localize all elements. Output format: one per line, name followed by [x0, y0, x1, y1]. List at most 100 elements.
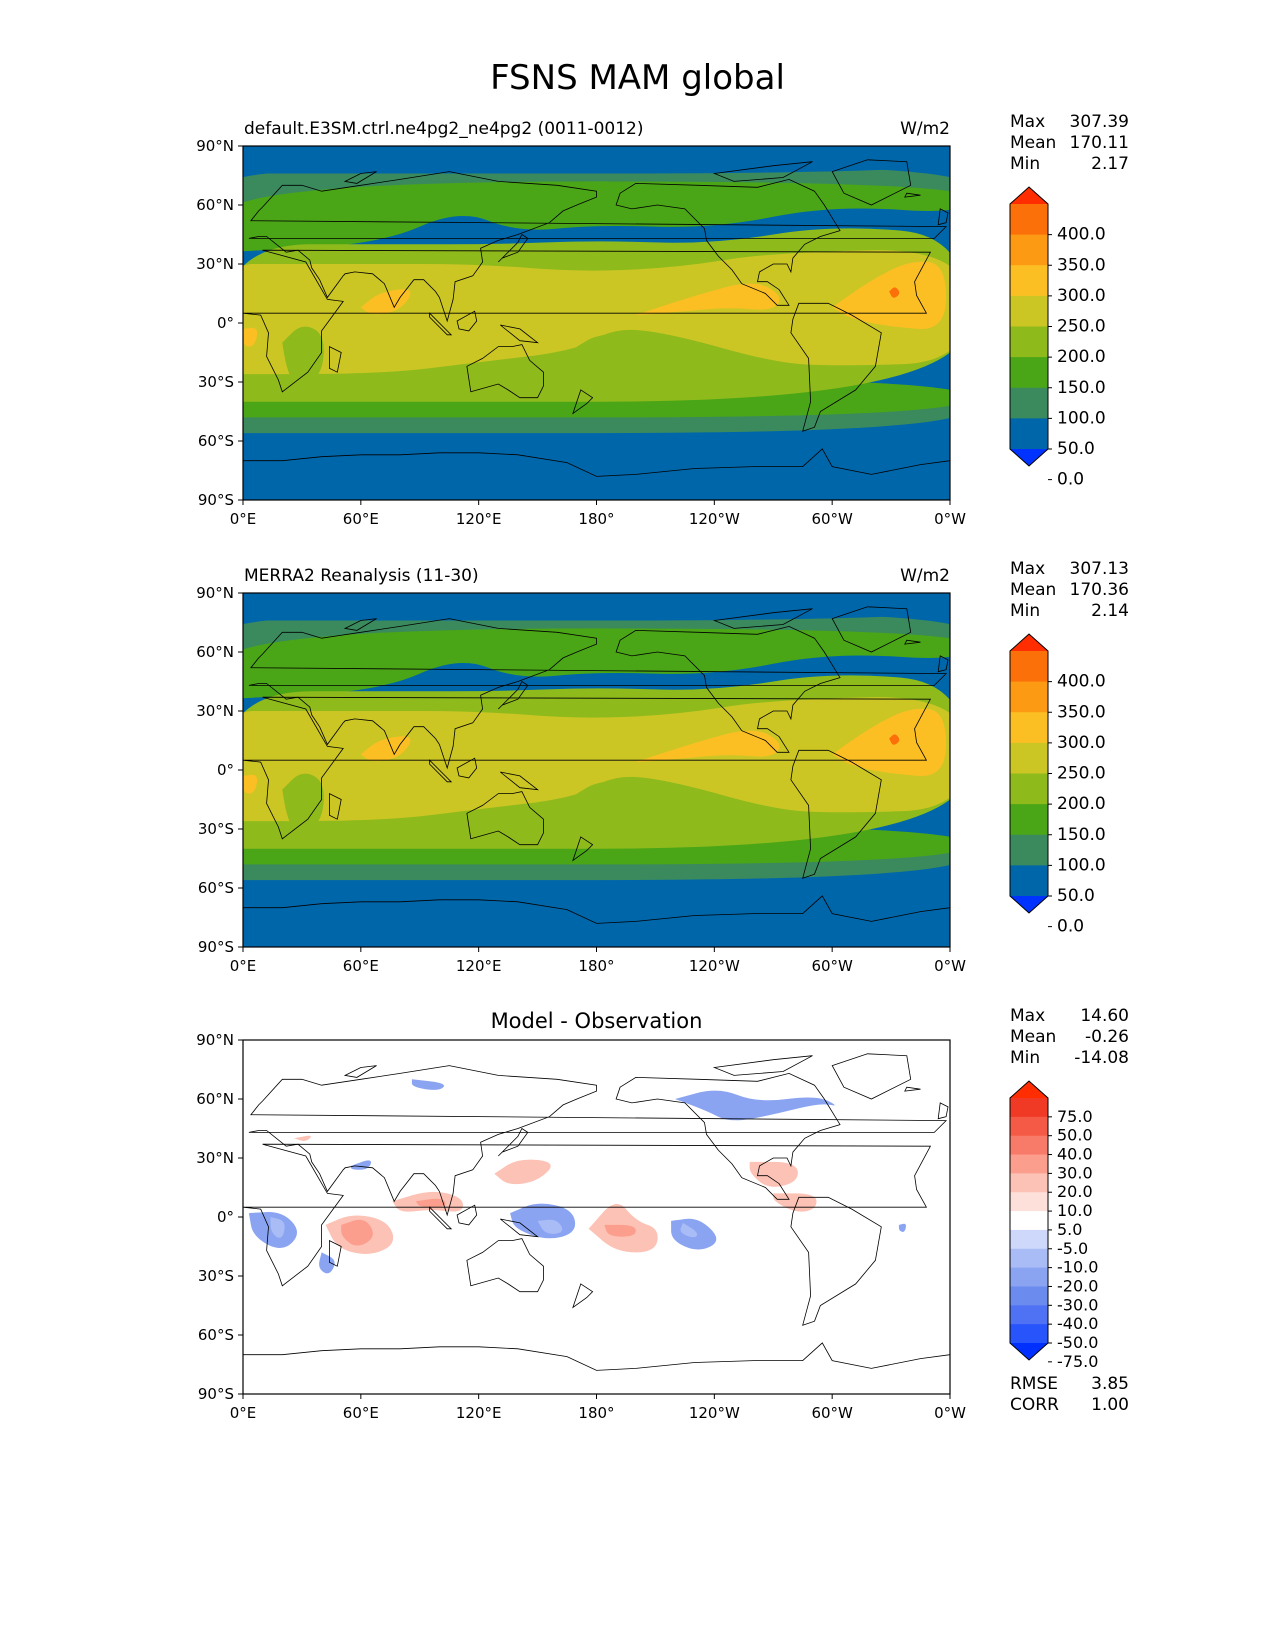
coastline — [937, 208, 949, 226]
lon-tick-label: 120°E — [456, 1404, 502, 1422]
contour-fill — [243, 250, 950, 375]
lat-tick-label: 0° — [217, 314, 234, 332]
contour-fill — [360, 289, 411, 314]
coastline — [243, 249, 932, 393]
lon-tick-label: 0°W — [934, 510, 966, 528]
coastline — [615, 625, 841, 753]
colorbar-band — [1010, 1286, 1048, 1306]
stat-label-min: Min — [1010, 601, 1040, 621]
colorbar-tick-label: -75.0 — [1057, 1352, 1098, 1371]
anomaly-fill — [319, 1252, 335, 1274]
colorbar-band — [1010, 1173, 1048, 1193]
lon-tick-label: 120°W — [689, 510, 740, 528]
contour-fill — [243, 697, 950, 822]
stat-label-corr: CORR — [1010, 1395, 1059, 1415]
colorbar-tick-label: -50.0 — [1057, 1333, 1098, 1352]
contour-fill — [243, 884, 950, 947]
lat-tick-label: 60°N — [196, 196, 234, 214]
colorbar-band — [1010, 865, 1048, 897]
coastline — [498, 1127, 529, 1157]
lon-tick-label: 60°E — [343, 510, 379, 528]
contour-fill — [832, 261, 947, 330]
anomaly-fill — [415, 1198, 446, 1208]
coastline — [343, 618, 377, 631]
colorbar-tick-label: 300.0 — [1057, 733, 1106, 753]
coastline — [248, 171, 948, 323]
colorbar-tick-label: 250.0 — [1057, 317, 1106, 337]
colorbar-tick-label: -10.0 — [1057, 1258, 1098, 1277]
contour-fill — [576, 779, 719, 823]
colorbar-band — [1010, 357, 1048, 389]
lat-tick-label: 30°S — [198, 373, 234, 391]
map-field — [243, 1040, 950, 1394]
coastline — [572, 836, 594, 862]
coastline — [329, 345, 342, 373]
coastline — [572, 1283, 594, 1309]
colorbar-band — [1010, 712, 1048, 744]
contour-fill — [243, 628, 950, 699]
lat-tick-label: 60°N — [196, 643, 234, 661]
colorbar-band — [1010, 1116, 1048, 1137]
lat-tick-label: 90°N — [196, 137, 234, 155]
coastline-antarctica — [243, 448, 950, 477]
lat-tick-label: 30°N — [196, 1149, 234, 1167]
coastlines — [243, 159, 950, 477]
colorbar-band — [1010, 326, 1048, 358]
lon-tick-label: 120°W — [689, 957, 740, 975]
coastline — [248, 1065, 948, 1217]
coastline — [429, 312, 453, 336]
colorbar-band — [1010, 1192, 1048, 1212]
colorbar-band — [1010, 804, 1048, 836]
contour-fill — [282, 773, 324, 831]
lon-tick-label: 120°W — [689, 1404, 740, 1422]
colorbar-extend-max — [1010, 634, 1048, 651]
colorbar-tick-label: 0.0 — [1057, 470, 1084, 490]
colorbar-band — [1010, 1267, 1048, 1287]
stat-label-mean: Mean — [1010, 580, 1056, 600]
lon-tick-label: 0°E — [230, 510, 257, 528]
coastline — [831, 1053, 912, 1100]
anomaly-fill — [494, 1159, 551, 1185]
stat-label-min: Min — [1010, 154, 1040, 174]
lon-tick-label: 180° — [578, 957, 614, 975]
colorbar-tick-label: 10.0 — [1057, 1201, 1093, 1220]
colorbar-tick-label: 5.0 — [1057, 1220, 1082, 1239]
colorbar-band — [1010, 651, 1048, 683]
coastline — [572, 389, 594, 415]
lat-tick-label: 0° — [217, 1208, 234, 1226]
stat-value-min: 2.17 — [1091, 154, 1129, 174]
colorbar-tick-label: -5.0 — [1057, 1239, 1088, 1258]
lat-tick-label: 90°N — [196, 584, 234, 602]
lat-tick-label: 30°S — [198, 1267, 234, 1285]
colorbar-band — [1010, 742, 1048, 774]
coastline — [500, 324, 539, 344]
panel-reference: 90°N 60°N 30°N 0° 30°S 60°S 90°S0°E 60°E 120°E 18… — [196, 559, 1129, 975]
panel-title: default.E3SM.ctrl.ne4pg2_ne4pg2 (0011-00… — [244, 119, 644, 139]
colorbar-tick-label: 100.0 — [1057, 855, 1106, 875]
lon-tick-label: 120°E — [456, 510, 502, 528]
colorbar-tick-label: 50.0 — [1057, 886, 1095, 906]
colorbar-extend-max — [1010, 1081, 1048, 1098]
anomaly-fill — [749, 1161, 798, 1187]
lon-tick-label: 0°W — [934, 957, 966, 975]
anomaly-fill — [898, 1223, 907, 1232]
colorbar-tick-label: -30.0 — [1057, 1295, 1098, 1314]
colorbar-band — [1010, 1098, 1048, 1118]
coastline — [248, 618, 948, 770]
units-label: W/m2 — [900, 566, 950, 586]
lat-tick-label: 90°N — [196, 1031, 234, 1049]
stat-value-mean: -0.26 — [1085, 1027, 1129, 1047]
colorbar-tick-label: 75.0 — [1057, 1107, 1093, 1126]
contour-fill — [360, 736, 411, 761]
colorbar-tick-label: 200.0 — [1057, 347, 1106, 367]
lat-tick-label: 0° — [217, 761, 234, 779]
anomaly-fill — [680, 1222, 698, 1238]
coastline — [831, 606, 912, 653]
coastlines — [243, 1053, 950, 1371]
coastline — [500, 1218, 539, 1238]
colorbar-band — [1010, 418, 1048, 450]
contour-fill — [832, 708, 947, 777]
colorbar-band — [1010, 834, 1048, 866]
colorbar-band — [1010, 773, 1048, 805]
stat-value-mean: 170.11 — [1070, 133, 1129, 153]
